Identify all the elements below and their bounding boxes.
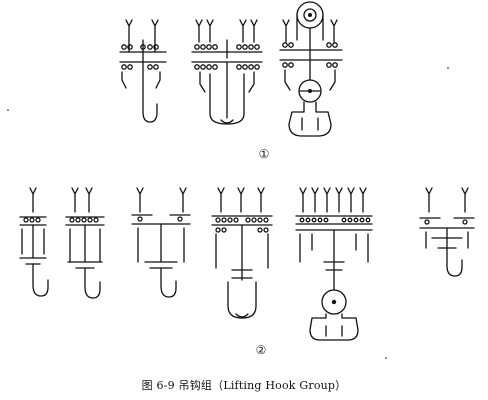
row2-hook-f: [419, 187, 475, 277]
row2-hook-b: [65, 187, 105, 299]
group-label-1: ①: [258, 147, 270, 161]
figure-caption: 图 6-9 吊钩组（Lifting Hook Group）: [141, 379, 347, 392]
group-label-2: ②: [255, 343, 267, 357]
row1-hook-4rope: [191, 19, 263, 125]
row2-hook-a: [19, 187, 49, 297]
row1-hook-ramshorn-pulley: [279, 1, 343, 137]
row2-hook-ramshorn: [295, 187, 373, 341]
row2-hook-c: [131, 187, 191, 298]
row1-hook-2rope: [119, 19, 167, 123]
row2-hook-d: [211, 187, 273, 319]
